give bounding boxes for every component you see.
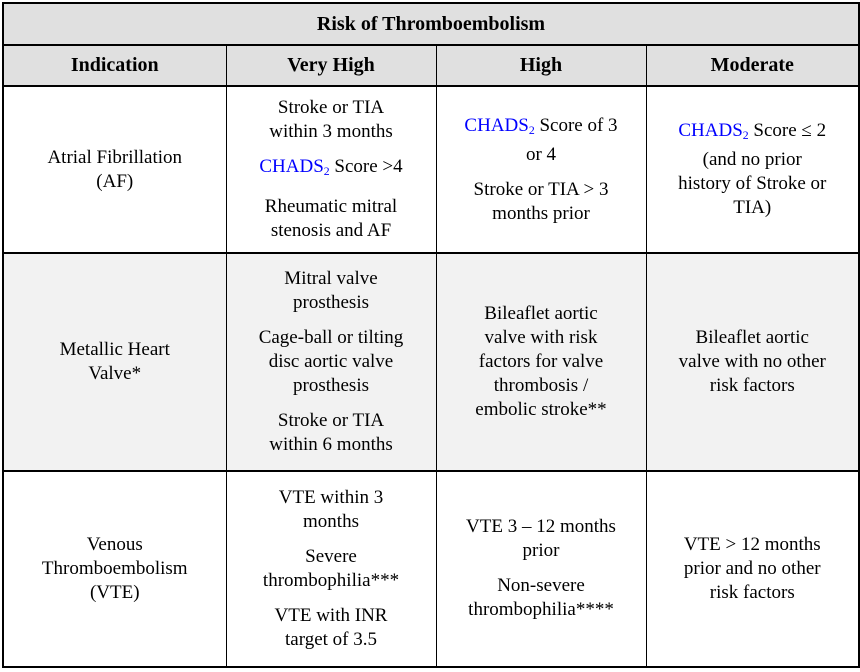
cell-text: VTE with INR target of 3.5 [274,604,388,650]
cell-text: Venous Thromboembolism (VTE) [41,533,188,603]
risk-cell-high: VTE 3 – 12 months prior Non-severe thromb… [435,469,647,669]
cell-text: Score >4 [329,156,403,178]
cell-text: VTE > 12 months prior and no other risk … [683,533,821,603]
risk-cell-high: CHADS2 Score of 3 or 4 Stroke or TIA > 3 … [435,84,647,255]
cell-paragraph: Mitral valve prosthesis [233,267,430,315]
cell-text: Score of 3 or 4 [525,114,618,165]
cell-text: Stroke or TIA > 3 months prior [473,178,609,224]
table-title-row: Risk of Thromboembolism [2,2,860,46]
cell-text: Mitral valve prosthesis [284,267,378,313]
risk-cell-very-high: VTE within 3 months Severe thrombophilia*… [225,469,437,669]
cell-paragraph: VTE 3 – 12 months prior [443,515,640,563]
chads2-term: 2 [528,123,535,137]
table-body: Atrial Fibrillation (AF) Stroke or TIA wi… [2,84,860,669]
risk-cell-moderate: CHADS2 Score ≤ 2 (and no prior history o… [645,84,860,255]
cell-paragraph: VTE with INR target of 3.5 [233,604,430,652]
chads2-term: CHADS [464,114,529,136]
cell-text: Stroke or TIA within 3 months [269,97,393,143]
column-header-moderate: Moderate [645,44,860,87]
indication-cell: Atrial Fibrillation (AF) [2,84,227,255]
cell-paragraph: Rheumatic mitral stenosis and AF [233,195,430,243]
cell-paragraph: Non-severe thrombophilia**** [443,574,640,622]
risk-cell-very-high: Stroke or TIA within 3 months CHADS2 Scor… [225,84,437,255]
column-header-indication: Indication [2,44,227,87]
cell-text: Bileaflet aortic valve with no other ris… [678,326,826,396]
cell-text: VTE 3 – 12 months prior [466,516,616,562]
risk-cell-very-high: Mitral valve prosthesis Cage-ball or tilt… [225,252,437,472]
table-row: Atrial Fibrillation (AF) Stroke or TIA wi… [2,84,860,255]
cell-text: Bileaflet aortic valve with risk factors… [475,302,607,420]
column-header-high: High [435,44,647,87]
chads2-term: CHADS [678,120,743,142]
cell-text: Cage-ball or tilting disc aortic valve p… [258,326,404,396]
cell-text: Non-severe thrombophilia**** [468,575,614,621]
table-row: Metallic Heart Valve* Mitral valve prosth… [2,252,860,472]
cell-text: Rheumatic mitral stenosis and AF [264,196,398,242]
indication-cell: Venous Thromboembolism (VTE) [2,469,227,669]
cell-paragraph: Bileaflet aortic valve with no other ris… [653,326,853,398]
cell-paragraph: Metallic Heart Valve* [10,338,220,386]
cell-paragraph: Atrial Fibrillation (AF) [10,146,220,194]
chads2-term: CHADS [259,156,324,178]
column-header-row: Indication Very High High Moderate [2,44,860,87]
chads2-term: 2 [742,129,749,143]
cell-paragraph: VTE > 12 months prior and no other risk … [653,533,853,605]
cell-text: Severe thrombophilia*** [262,545,400,591]
cell-paragraph: CHADS2 Score >4 [233,155,430,184]
risk-cell-moderate: VTE > 12 months prior and no other risk … [645,469,860,669]
cell-text: Score ≤ 2 (and no prior history of Strok… [678,120,827,219]
cell-paragraph: CHADS2 Score ≤ 2 (and no prior history o… [653,119,853,220]
cell-paragraph: Stroke or TIA within 3 months [233,96,430,144]
cell-paragraph: Stroke or TIA within 6 months [233,409,430,457]
chads2-term: 2 [323,165,330,179]
cell-paragraph: Venous Thromboembolism (VTE) [10,533,220,605]
cell-text: Atrial Fibrillation (AF) [47,146,183,192]
cell-paragraph: Stroke or TIA > 3 months prior [443,178,640,226]
table-row: Venous Thromboembolism (VTE) VTE within 3… [2,469,860,669]
risk-cell-moderate: Bileaflet aortic valve with no other ris… [645,252,860,472]
cell-text: VTE within 3 months [278,486,384,532]
cell-paragraph: Cage-ball or tilting disc aortic valve p… [233,326,430,398]
risk-cell-high: Bileaflet aortic valve with risk factors… [435,252,647,472]
table-title: Risk of Thromboembolism [2,2,860,46]
cell-text: Metallic Heart Valve* [59,338,170,384]
column-header-very-high: Very High [225,44,437,87]
cell-text: Stroke or TIA within 6 months [269,409,393,455]
cell-paragraph: CHADS2 Score of 3 or 4 [443,114,640,167]
cell-paragraph: VTE within 3 months [233,486,430,534]
cell-paragraph: Severe thrombophilia*** [233,545,430,593]
indication-cell: Metallic Heart Valve* [2,252,227,472]
cell-paragraph: Bileaflet aortic valve with risk factors… [443,302,640,422]
